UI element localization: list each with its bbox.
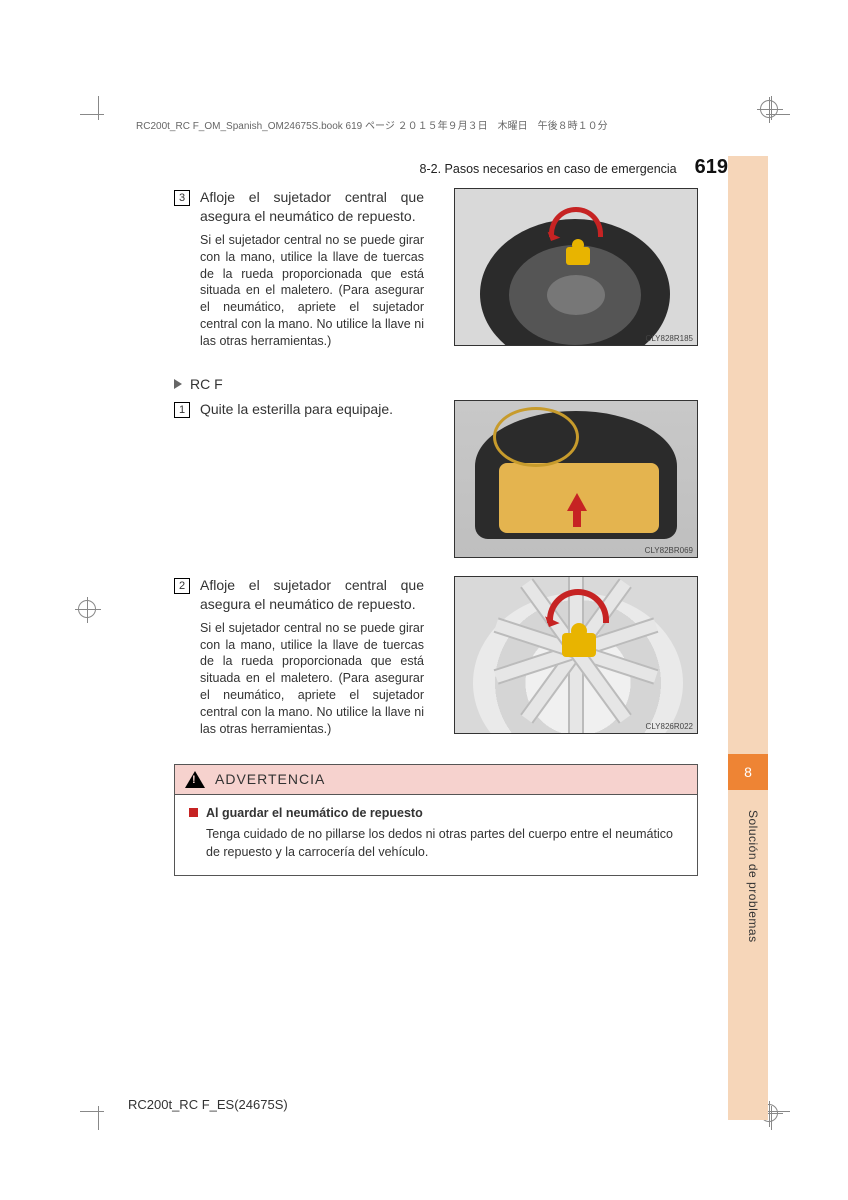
footer-code: RC200t_RC F_ES(24675S) — [128, 1097, 288, 1112]
warning-text: Tenga cuidado de no pillarse los dedos n… — [189, 826, 683, 861]
warning-header: ADVERTENCIA — [175, 765, 697, 795]
step-number: 1 — [174, 402, 190, 418]
file-meta-line: RC200t_RC F_OM_Spanish_OM24675S.book 619… — [136, 117, 608, 132]
step-title: Quite la esterilla para equipaje. — [200, 400, 424, 419]
registration-mark — [78, 600, 96, 618]
model-label: RC F — [190, 376, 223, 392]
model-subhead: RC F — [174, 376, 698, 392]
lift-arrow-icon — [567, 493, 587, 511]
warning-bullet: Al guardar el neumático de repuesto — [189, 805, 683, 823]
page-number: 619 — [695, 156, 728, 179]
registration-mark — [760, 100, 778, 118]
crop-mark — [80, 1090, 120, 1130]
loosen-arrow-icon — [549, 207, 603, 237]
side-tab — [728, 156, 768, 1120]
warning-heading-text: ADVERTENCIA — [215, 771, 325, 787]
warning-box: ADVERTENCIA Al guardar el neumático de r… — [174, 764, 698, 877]
step-note: Si el sujetador central no se puede gira… — [200, 620, 424, 738]
figure-caption: CLY828R185 — [646, 334, 693, 343]
content-area: 3 Afloje el sujetador central que asegur… — [174, 188, 698, 876]
retainer-bolt-icon — [559, 619, 599, 659]
warning-triangle-icon — [185, 771, 205, 788]
crop-mark — [80, 96, 120, 136]
step-title: Afloje el sujetador central que asegura … — [200, 576, 424, 614]
section-header: 8-2. Pasos necesarios en caso de emergen… — [120, 156, 728, 183]
warning-bullet-title: Al guardar el neumático de repuesto — [206, 805, 423, 823]
step-note: Si el sujetador central no se puede gira… — [200, 232, 424, 350]
figure-caption: CLY82BR069 — [645, 546, 693, 555]
chapter-badge: 8 — [728, 754, 768, 790]
triangle-bullet-icon — [174, 379, 182, 389]
step-number: 2 — [174, 578, 190, 594]
step-block-1: 1 Quite la esterilla para equipaje. CLY8… — [174, 400, 698, 558]
section-title: 8-2. Pasos necesarios en caso de emergen… — [420, 162, 677, 176]
square-bullet-icon — [189, 808, 198, 817]
step-block-2: 2 Afloje el sujetador central que asegur… — [174, 576, 698, 746]
figure-trunk-mat: CLY82BR069 — [454, 400, 698, 558]
step-title: Afloje el sujetador central que asegura … — [200, 188, 424, 226]
figure-spare-tire: CLY828R185 — [454, 188, 698, 346]
step-block-3: 3 Afloje el sujetador central que asegur… — [174, 188, 698, 358]
retainer-bolt-icon — [563, 235, 593, 265]
figure-caption: CLY826R022 — [646, 722, 693, 731]
step-number: 3 — [174, 190, 190, 206]
figure-alloy-wheel: CLY826R022 — [454, 576, 698, 734]
chapter-title-vertical: Solución de problemas — [746, 810, 760, 943]
